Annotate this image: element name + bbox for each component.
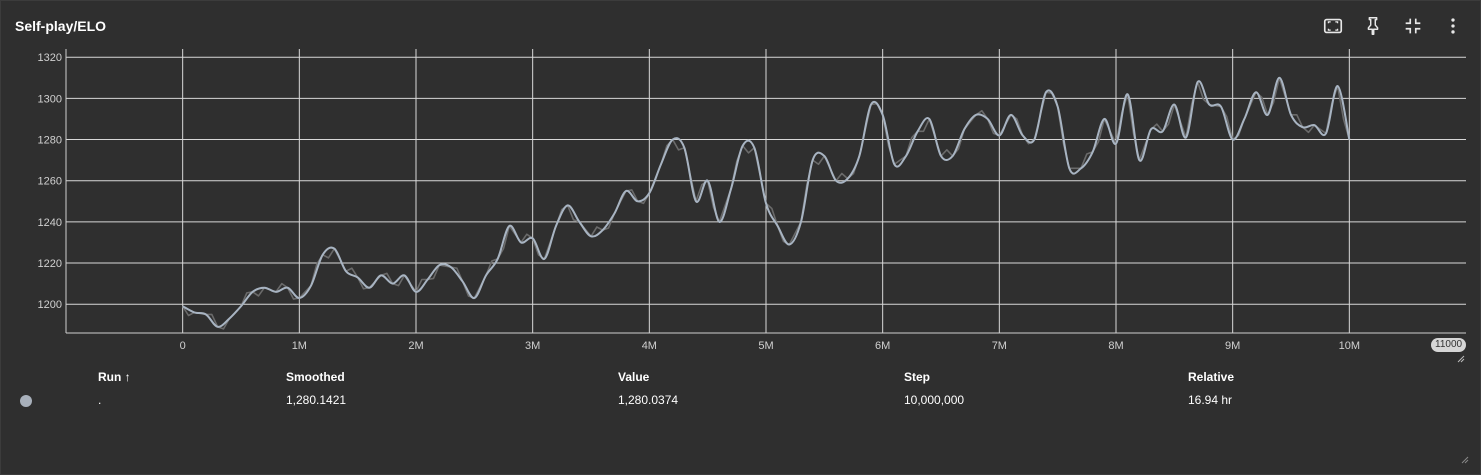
x-tick-label: 2M — [408, 340, 423, 351]
smoothed-series-line[interactable] — [182, 76, 1351, 328]
column-header-step[interactable]: Step — [904, 370, 931, 384]
collapse-icon — [1405, 18, 1421, 34]
cell-smoothed: 1,280.1421 — [286, 393, 347, 407]
x-tick-label: 3M — [525, 340, 540, 351]
line-chart[interactable]: 1200 1220 1240 1260 1280 1300 1320 0 1M 2M 3M 4M 5M 6… — [1, 41, 1481, 351]
more-options-button[interactable] — [1440, 13, 1466, 39]
x-tick-label: 9M — [1225, 340, 1240, 351]
y-tick-label: 1200 — [38, 299, 62, 311]
y-tick-label: 1240 — [38, 217, 62, 229]
table-resize-handle-icon[interactable] — [1461, 456, 1469, 464]
run-color-dot — [20, 395, 32, 407]
column-header-smoothed[interactable]: Smoothed — [286, 370, 345, 384]
column-header-value[interactable]: Value — [618, 370, 650, 384]
column-header-run[interactable]: Run ↑ — [98, 370, 131, 384]
cell-step: 10,000,000 — [904, 393, 965, 407]
y-tick-label: 1280 — [38, 135, 62, 147]
pin-button[interactable] — [1360, 13, 1386, 39]
x-tick-label: 0 — [180, 340, 186, 351]
fit-domain-button[interactable] — [1320, 13, 1346, 39]
x-tick-label: 10M — [1339, 340, 1360, 351]
fit-domain-icon — [1323, 18, 1343, 34]
y-tick-label: 1320 — [38, 52, 62, 64]
chart-resize-handle-icon[interactable] — [1457, 355, 1465, 363]
collapse-button[interactable] — [1400, 13, 1426, 39]
x-tick-label: 4M — [642, 340, 657, 351]
column-header-relative[interactable]: Relative — [1188, 370, 1235, 384]
cell-relative: 16.94 hr — [1188, 393, 1233, 407]
x-tick-label: 6M — [875, 340, 890, 351]
more-vert-icon — [1451, 18, 1455, 34]
y-tick-label: 1260 — [38, 176, 62, 188]
y-tick-label: 1220 — [38, 258, 62, 270]
x-tick-label: 5M — [758, 340, 773, 351]
y-tick-label: 1300 — [38, 93, 62, 105]
card-toolbar — [1320, 13, 1466, 39]
x-tick-label: 7M — [992, 340, 1007, 351]
card-title: Self-play/ELO — [15, 18, 107, 34]
x-tick-label: 8M — [1108, 340, 1123, 351]
pin-icon — [1367, 17, 1379, 35]
cell-run: . — [98, 393, 102, 407]
x-tick-label: 1M — [292, 340, 307, 351]
axis-extent-label[interactable]: 11000 — [1431, 338, 1467, 352]
cell-value: 1,280.0374 — [618, 393, 679, 407]
